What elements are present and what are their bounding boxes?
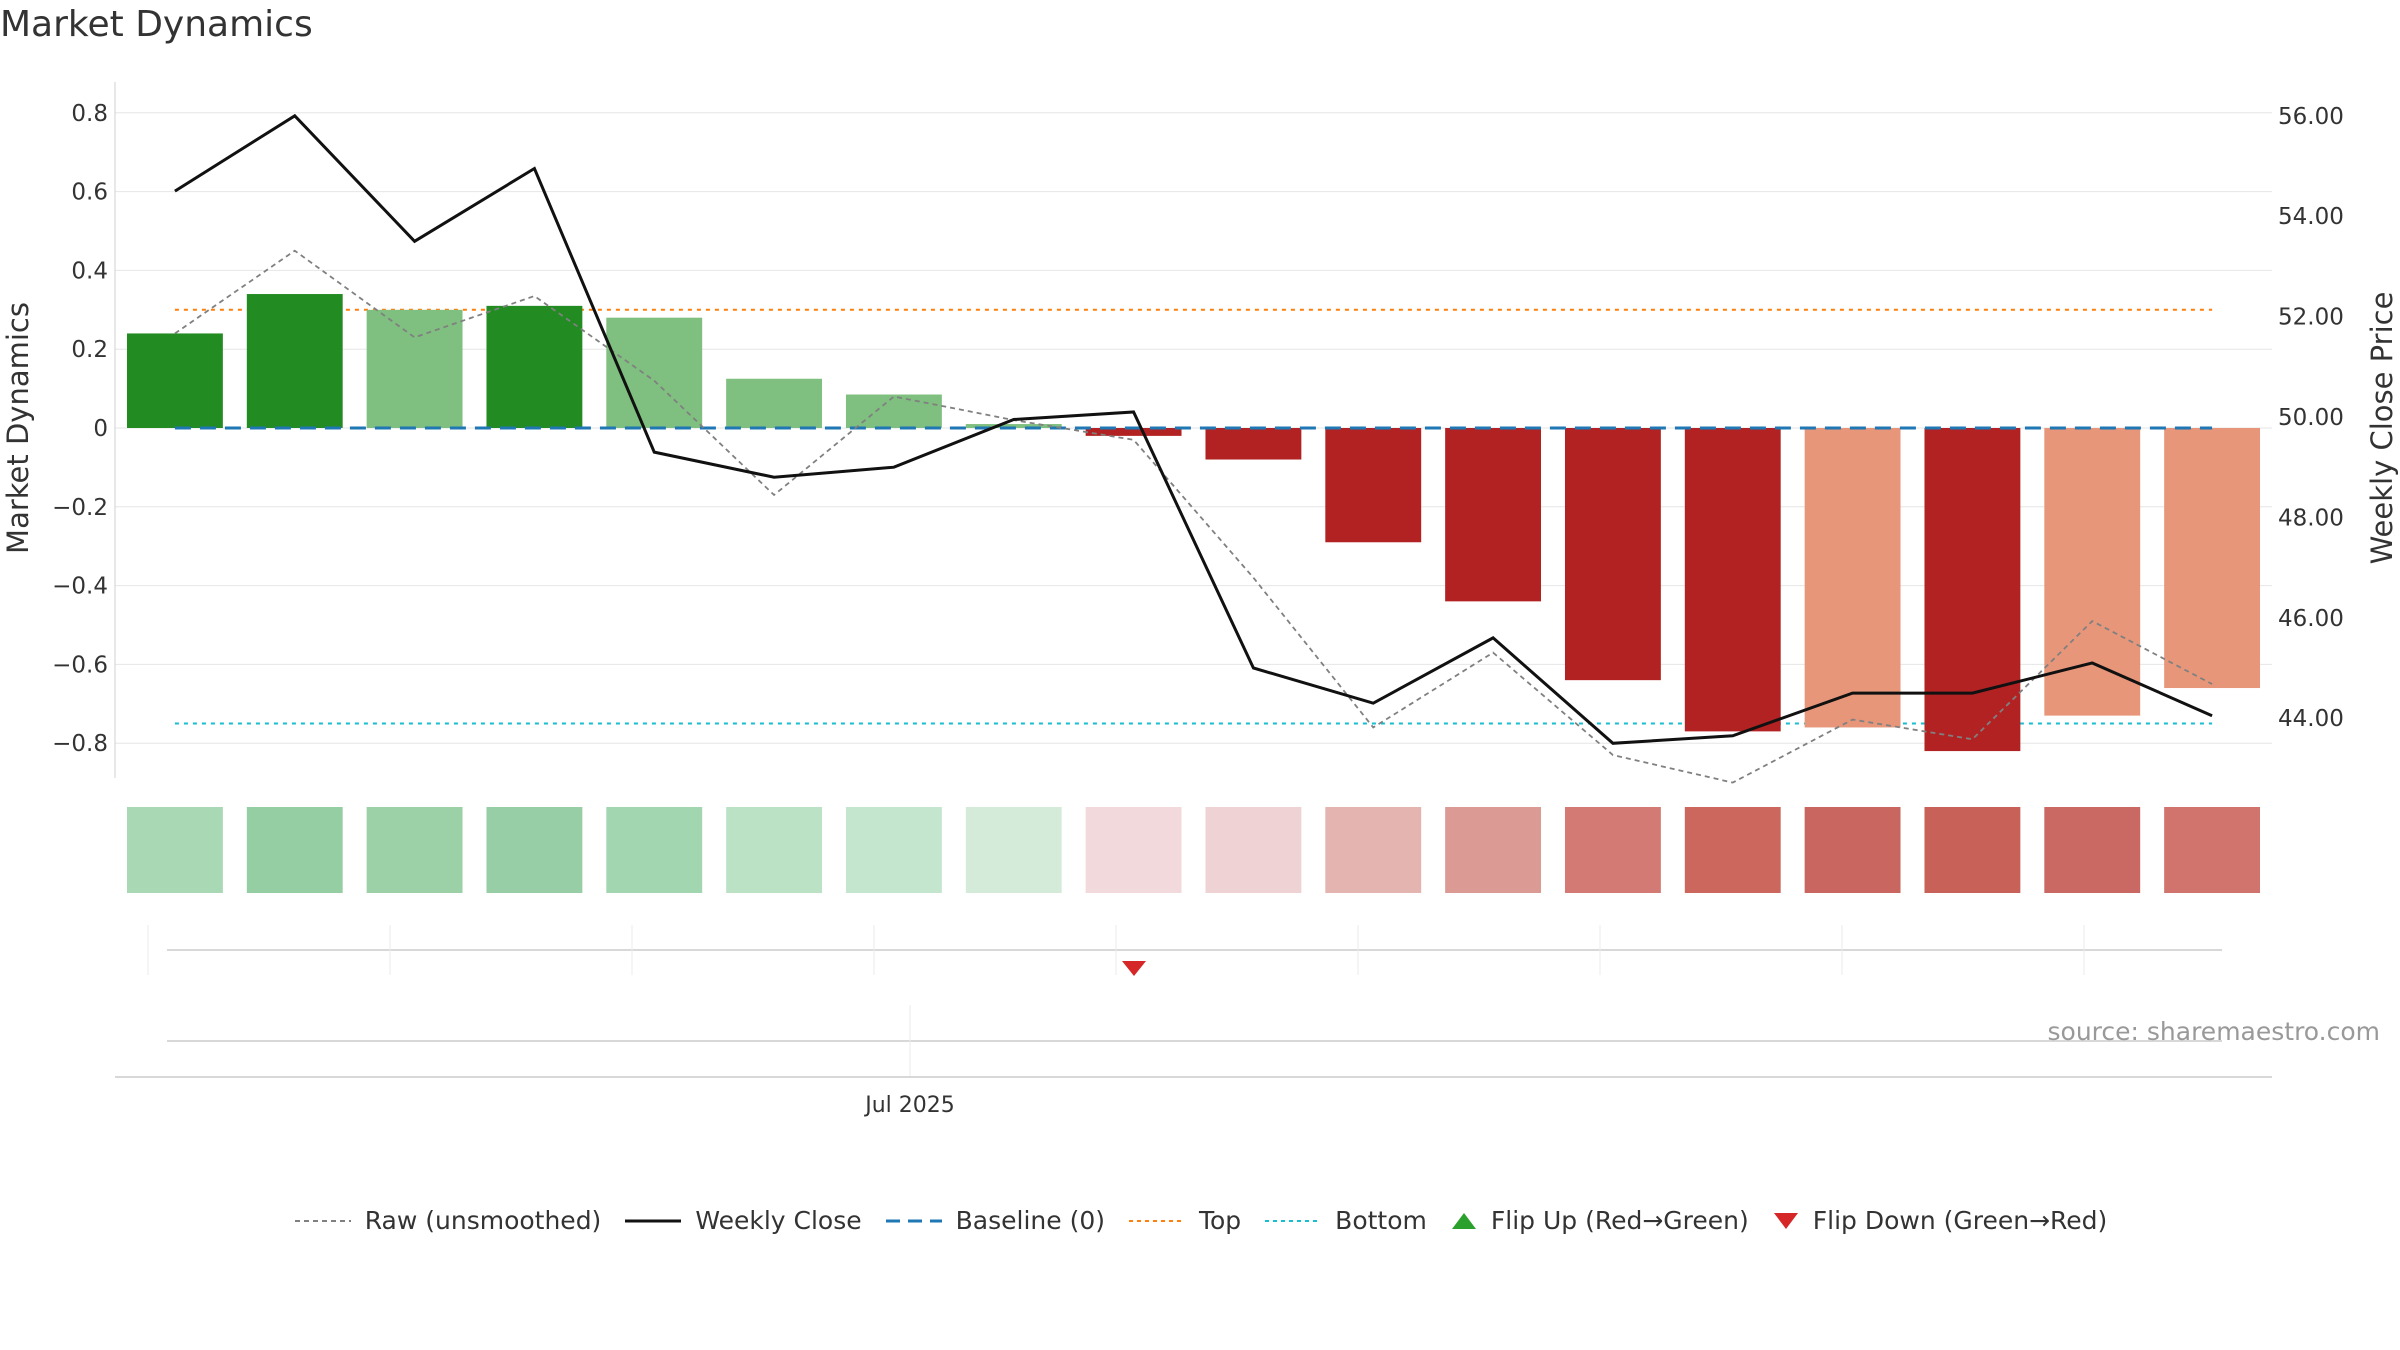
triangle-up-icon [1451,1212,1476,1229]
x-tick-label: Jul 2025 [863,1093,955,1118]
bar [126,333,223,428]
legend-flip-up-label: Flip Up (Red→Green) [1490,1206,1749,1235]
heat-cell [1205,807,1302,893]
legend-flip-down[interactable]: Flip Down (Green→Red) [1771,1206,2108,1235]
heat-cell [726,807,823,893]
y-tick-label: −0.4 [52,574,108,600]
bar [486,305,583,428]
y2-tick-label: 54.00 [2278,204,2344,230]
bar [1325,428,1422,543]
y-tick-label: 0.6 [71,180,108,206]
legend-close[interactable]: Weekly Close [623,1206,862,1235]
heat-cell [1684,807,1781,893]
close-line-swatch [625,1219,682,1222]
grid [115,112,2272,744]
chart-title: Market Dynamics [0,4,313,45]
bars [126,294,2261,752]
bar [366,309,463,428]
bar [2164,428,2261,689]
y2-tick-label: 44.00 [2278,706,2344,732]
y-tick-label: −0.8 [52,731,108,757]
thresholds [174,308,2213,725]
y-tick-label: 0 [93,416,108,442]
raw-series-line [174,249,2213,784]
heat-cell [1564,807,1661,893]
legend-bottom[interactable]: Bottom [1263,1206,1427,1235]
bar [246,294,343,428]
heat-strip [126,807,2261,893]
y2-tick-label: 56.00 [2278,104,2344,130]
heat-cell [1924,807,2021,893]
bar [1924,428,2021,752]
lines [174,113,2213,784]
y-tick-label: −0.6 [52,652,108,678]
y-axis-title: Market Dynamics [1,302,35,554]
heat-cell [486,807,583,893]
time-axis-panel [115,1005,2272,1078]
legend-baseline-label: Baseline (0) [955,1206,1105,1235]
legend-flip-up[interactable]: Flip Up (Red→Green) [1449,1206,1749,1235]
y2-axis-title: Weekly Close Price [2365,292,2399,565]
heat-cell [2164,807,2261,893]
triangle-down-icon [1773,1212,1798,1229]
y-tick-label: 0.2 [71,337,108,363]
heat-cell [1085,807,1182,893]
bar [2044,428,2141,716]
heat-cell [246,807,343,893]
heat-cell [845,807,942,893]
bottom-line-swatch [1265,1219,1322,1222]
bar [1684,428,1781,732]
heat-cell [1325,807,1422,893]
y-tick-label: 0.4 [71,258,108,284]
legend-top[interactable]: Top [1127,1206,1241,1235]
legend-top-label: Top [1198,1206,1242,1235]
legend-raw-label: Raw (unsmoothed) [364,1206,602,1235]
y2-tick-label: 50.00 [2278,405,2344,431]
y-tick-label: 0.8 [71,101,108,127]
raw-line-swatch [294,1219,351,1222]
heat-cell [2044,807,2141,893]
heat-cell [965,807,1062,893]
heat-cell [366,807,463,893]
heat-cell [1445,807,1542,893]
y2-tick-label: 52.00 [2278,305,2344,331]
source-note: source: sharemaestro.com [2048,1017,2381,1046]
y2-tick-label: 48.00 [2278,505,2344,531]
bar [1804,428,1901,728]
bar [965,424,1062,428]
bar [845,394,942,428]
weekly-close-line [174,113,2213,745]
legend-raw[interactable]: Raw (unsmoothed) [293,1206,602,1235]
flip-down-marker [1122,961,1146,976]
bar [1564,428,1661,681]
heat-cell [606,807,703,893]
bar [1085,428,1182,436]
bar [1445,428,1542,602]
baseline-swatch [885,1219,942,1222]
axes: 0.8 0.6 0.4 0.2 0 −0.2 −0.4 −0.6 −0.8 56.00 54.00 5… [52,82,2344,778]
legend-bottom-label: Bottom [1335,1206,1427,1235]
heat-cell [126,807,223,893]
legend-close-label: Weekly Close [695,1206,862,1235]
bar [1205,428,1302,460]
heat-cell [1804,807,1901,893]
legend: Raw (unsmoothed) Weekly Close Baseline (… [0,1206,2400,1235]
top-line-swatch [1128,1219,1185,1222]
y-tick-label: −0.2 [52,495,108,521]
bar [726,378,823,428]
market-dynamics-chart: 0.8 0.6 0.4 0.2 0 −0.2 −0.4 −0.6 −0.8 56.00 54.00 5… [1,82,2399,1118]
flip-panel [147,925,2222,976]
y2-tick-label: 46.00 [2278,606,2344,632]
legend-flip-down-label: Flip Down (Green→Red) [1812,1206,2108,1235]
legend-baseline[interactable]: Baseline (0) [884,1206,1105,1235]
